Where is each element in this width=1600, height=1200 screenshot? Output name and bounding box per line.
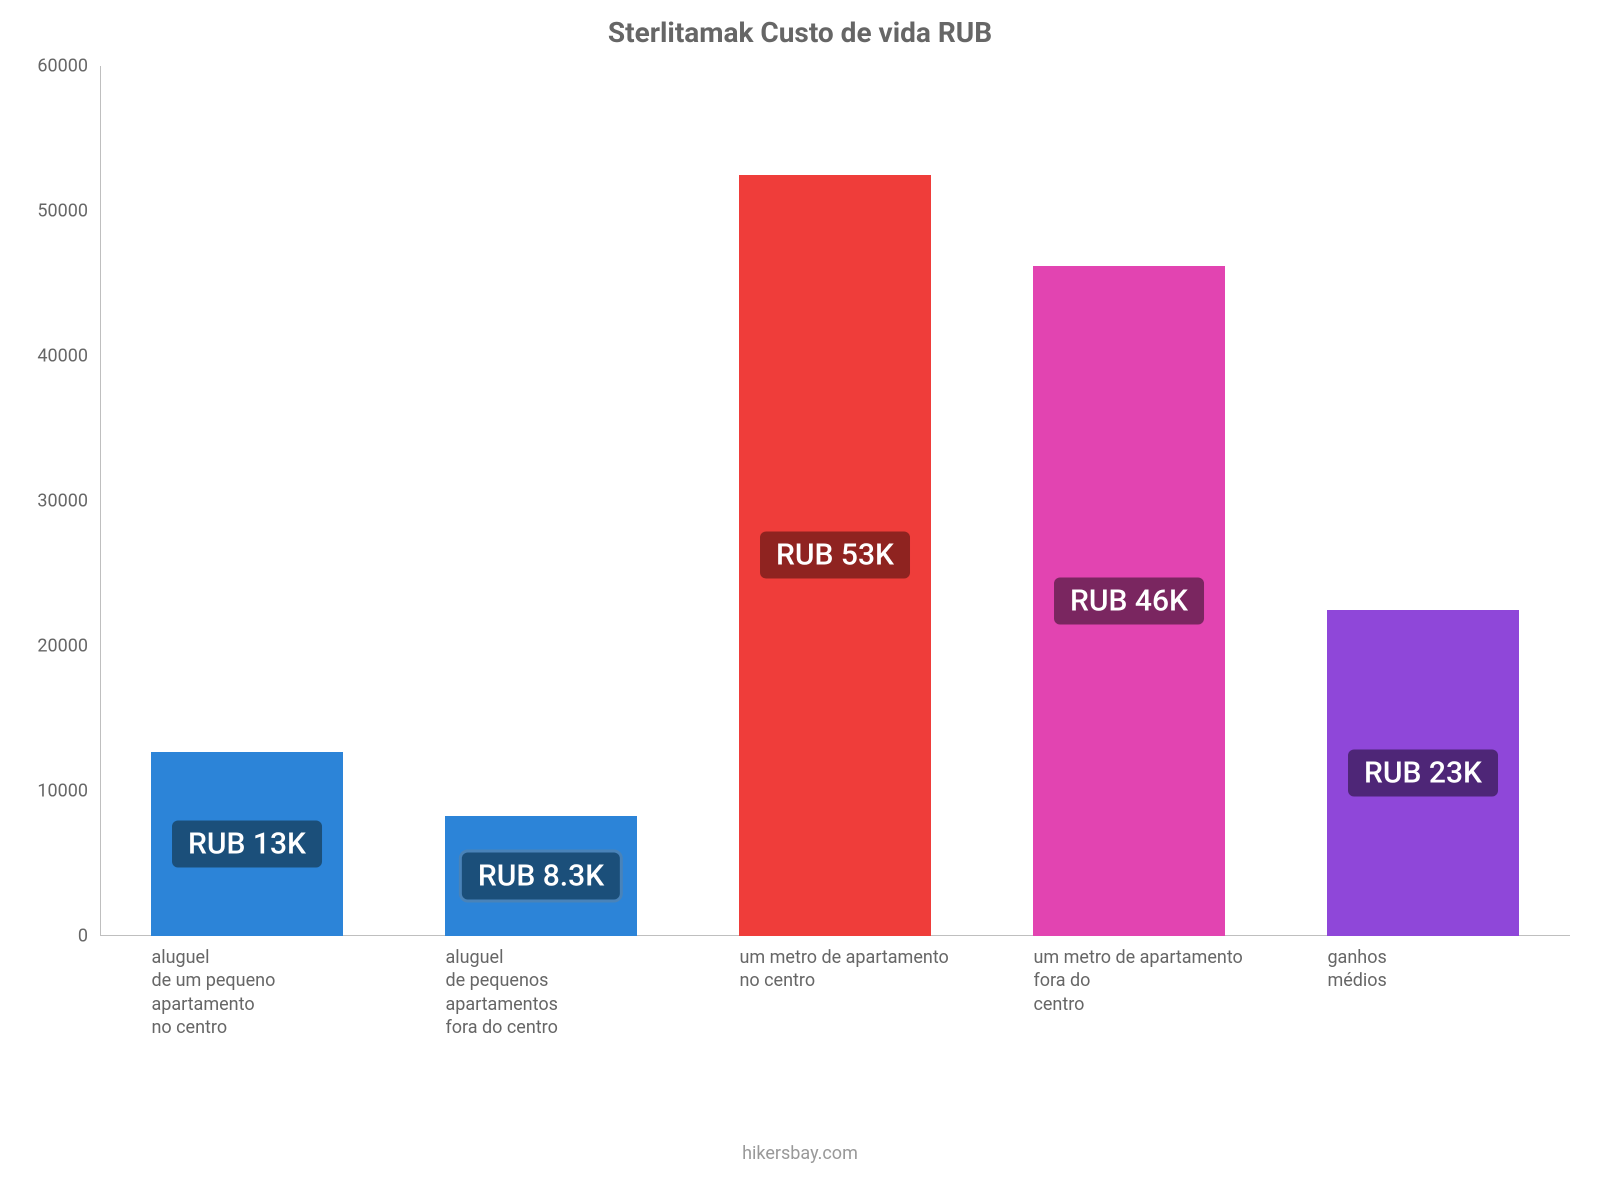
- x-tick-label-line: fora do: [1033, 969, 1327, 992]
- x-tick-label: um metro de apartamentono centro: [739, 946, 1033, 993]
- x-tick-label-line: um metro de apartamento: [739, 946, 1033, 969]
- y-tick-label: 0: [78, 926, 88, 947]
- attribution-text: hikersbay.com: [0, 1143, 1600, 1164]
- value-badge: RUB 53K: [760, 532, 910, 579]
- x-tick-label-line: no centro: [739, 969, 1033, 992]
- x-tick-label: ganhosmédios: [1327, 946, 1600, 993]
- value-badge: RUB 23K: [1348, 749, 1498, 796]
- value-badge: RUB 13K: [172, 820, 322, 867]
- x-tick-label-line: médios: [1327, 969, 1600, 992]
- chart-title: Sterlitamak Custo de vida RUB: [0, 16, 1600, 49]
- x-tick-label-line: no centro: [151, 1016, 445, 1039]
- y-tick-label: 10000: [37, 781, 88, 802]
- value-badge: RUB 8.3K: [462, 852, 620, 899]
- x-tick-label: um metro de apartamentofora docentro: [1033, 946, 1327, 1016]
- y-axis-line: [100, 66, 101, 936]
- x-tick-label: aluguelde pequenosapartamentosfora do ce…: [445, 946, 739, 1040]
- x-tick-label-line: centro: [1033, 993, 1327, 1016]
- x-tick-label-line: de pequenos: [445, 969, 739, 992]
- x-tick-label-line: ganhos: [1327, 946, 1600, 969]
- chart-container: Sterlitamak Custo de vida RUB 0100002000…: [0, 0, 1600, 1200]
- y-tick-label: 50000: [37, 201, 88, 222]
- x-tick-label-line: aluguel: [151, 946, 445, 969]
- value-badge: RUB 46K: [1054, 578, 1204, 625]
- plot-area: 0100002000030000400005000060000RUB 13Kal…: [100, 66, 1570, 936]
- y-tick-label: 40000: [37, 346, 88, 367]
- x-tick-label-line: aluguel: [445, 946, 739, 969]
- x-tick-label-line: fora do centro: [445, 1016, 739, 1039]
- x-tick-label: aluguelde um pequenoapartamentono centro: [151, 946, 445, 1040]
- x-tick-label-line: um metro de apartamento: [1033, 946, 1327, 969]
- y-tick-label: 30000: [37, 491, 88, 512]
- y-tick-label: 20000: [37, 636, 88, 657]
- x-tick-label-line: apartamentos: [445, 993, 739, 1016]
- x-tick-label-line: de um pequeno: [151, 969, 445, 992]
- y-tick-label: 60000: [37, 56, 88, 77]
- x-tick-label-line: apartamento: [151, 993, 445, 1016]
